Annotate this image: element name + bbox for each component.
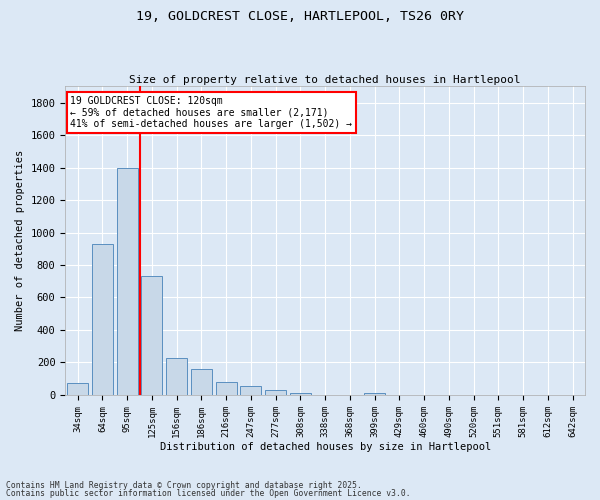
Bar: [92, 244, 113, 395]
Bar: [116, 168, 137, 395]
Title: Size of property relative to detached houses in Hartlepool: Size of property relative to detached ho…: [130, 76, 521, 86]
Y-axis label: Number of detached properties: Number of detached properties: [15, 150, 25, 331]
Bar: [67, 383, 88, 395]
Bar: [265, 390, 286, 395]
Bar: [191, 369, 212, 395]
Text: Contains public sector information licensed under the Open Government Licence v3: Contains public sector information licen…: [6, 488, 410, 498]
Bar: [241, 386, 262, 395]
Bar: [290, 394, 311, 395]
Text: Contains HM Land Registry data © Crown copyright and database right 2025.: Contains HM Land Registry data © Crown c…: [6, 481, 362, 490]
Bar: [142, 276, 163, 395]
Text: 19 GOLDCREST CLOSE: 120sqm
← 59% of detached houses are smaller (2,171)
41% of s: 19 GOLDCREST CLOSE: 120sqm ← 59% of deta…: [70, 96, 352, 128]
Text: 19, GOLDCREST CLOSE, HARTLEPOOL, TS26 0RY: 19, GOLDCREST CLOSE, HARTLEPOOL, TS26 0R…: [136, 10, 464, 23]
Bar: [166, 358, 187, 395]
X-axis label: Distribution of detached houses by size in Hartlepool: Distribution of detached houses by size …: [160, 442, 491, 452]
Bar: [364, 394, 385, 395]
Bar: [215, 382, 236, 395]
